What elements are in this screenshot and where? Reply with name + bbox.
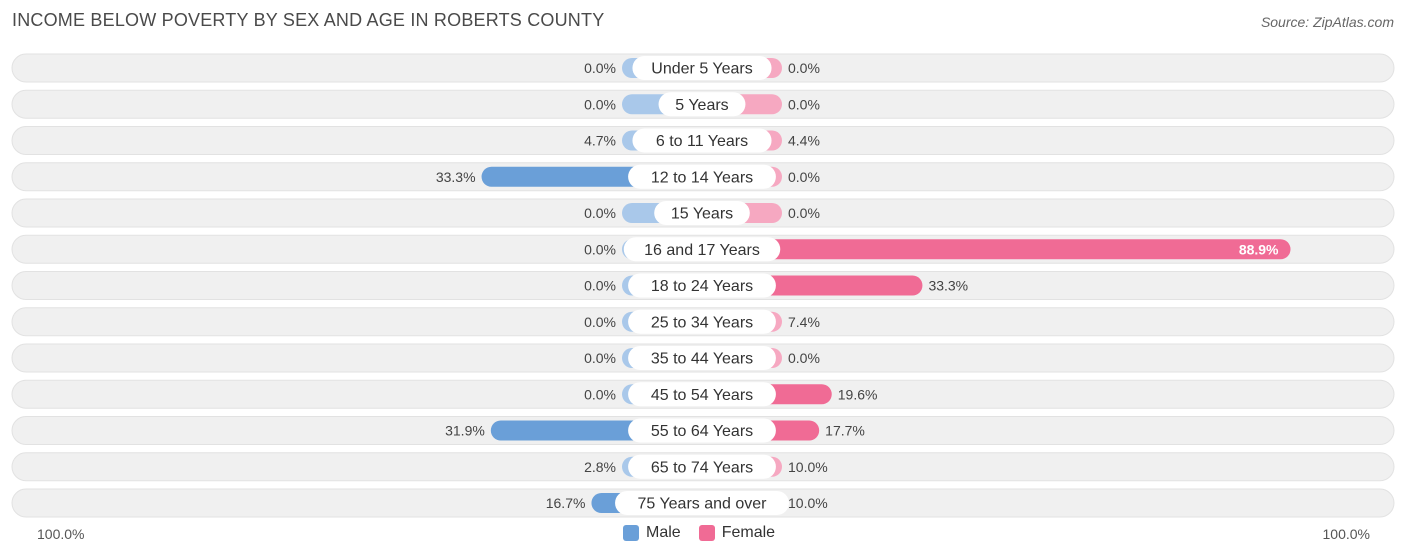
bar-row: 31.9% 17.7% 55 to 64 Years <box>11 416 1395 445</box>
category-pill <box>628 164 776 189</box>
female-bar <box>702 239 1291 260</box>
male-value-label: 0.0% <box>584 241 616 257</box>
axis-left-label: 100.0% <box>37 526 85 542</box>
category-label: 55 to 64 Years <box>651 423 753 440</box>
bar-row: 2.8% 10.0% 65 to 74 Years <box>11 452 1395 482</box>
female-value-label: 0.0% <box>788 350 820 366</box>
category-label: 25 to 34 Years <box>651 314 753 331</box>
female-value-label: 33.3% <box>928 278 968 294</box>
female-value-label: 0.0% <box>788 169 820 185</box>
chart-area: 0.0% 0.0% Under 5 Years 0.0% 0.0% 5 Years 4.7%… <box>11 53 1395 518</box>
category-label: 18 to 24 Years <box>651 278 753 295</box>
female-value-label: 4.4% <box>788 133 820 149</box>
legend: Male Female <box>623 524 785 542</box>
bar-row: 0.0% 0.0% 35 to 44 Years <box>11 343 1395 373</box>
male-value-label: 0.0% <box>584 96 616 112</box>
category-pill <box>632 128 772 153</box>
category-pill <box>623 237 781 262</box>
category-pill <box>628 309 776 334</box>
legend-female: Female <box>698 524 776 542</box>
bar-row: 0.0% 0.0% Under 5 Years <box>11 53 1395 83</box>
category-label: 15 Years <box>671 206 733 223</box>
female-value-label: 7.4% <box>788 314 820 330</box>
category-label: 45 to 54 Years <box>651 387 753 404</box>
female-value-label: 17.7% <box>825 423 865 439</box>
female-value-label: 88.9% <box>1239 241 1279 257</box>
category-pill <box>628 273 776 298</box>
male-value-label: 31.9% <box>445 423 485 439</box>
source-label: Source: ZipAtlas.com <box>1260 14 1394 30</box>
legend-male: Male <box>623 524 681 542</box>
male-value-label: 0.0% <box>584 205 616 221</box>
bar-row: 0.0% 0.0% 15 Years <box>11 198 1395 228</box>
category-pill <box>628 346 776 370</box>
legend-female-swatch <box>698 525 715 541</box>
female-value-label: 0.0% <box>788 96 820 112</box>
male-value-label: 4.7% <box>584 133 616 149</box>
female-value-label: 19.6% <box>838 386 878 402</box>
legend-female-label: Female <box>721 524 776 541</box>
legend-male-swatch <box>623 525 639 541</box>
category-label: Under 5 Years <box>651 61 752 78</box>
male-value-label: 0.0% <box>584 278 616 294</box>
axis-right-label: 100.0% <box>1322 526 1370 542</box>
bar-row: 16.7% 10.0% 75 Years and over <box>11 488 1395 518</box>
female-value-label: 10.0% <box>788 459 828 475</box>
bar-row: 0.0% 88.9% 16 and 17 Years <box>11 234 1395 264</box>
category-pill <box>658 92 746 117</box>
chart-title: INCOME BELOW POVERTY BY SEX AND AGE IN R… <box>12 10 605 30</box>
bar-row: 0.0% 7.4% 25 to 34 Years <box>11 307 1395 337</box>
bar-row: 0.0% 0.0% 5 Years <box>11 89 1395 119</box>
category-label: 35 to 44 Years <box>651 351 753 368</box>
category-pill <box>615 491 789 515</box>
male-value-label: 0.0% <box>584 314 616 330</box>
category-label: 12 to 14 Years <box>651 169 753 186</box>
male-value-label: 2.8% <box>584 459 616 475</box>
category-pill <box>628 382 776 407</box>
female-value-label: 0.0% <box>788 205 820 221</box>
male-value-label: 33.3% <box>436 169 476 185</box>
bar-row: 0.0% 19.6% 45 to 54 Years <box>11 379 1395 409</box>
bar-row: 0.0% 33.3% 18 to 24 Years <box>11 271 1395 300</box>
male-value-label: 16.7% <box>546 495 586 511</box>
category-pill <box>654 201 750 225</box>
category-label: 16 and 17 Years <box>644 242 760 259</box>
category-pill <box>628 418 776 443</box>
female-value-label: 0.0% <box>788 60 820 76</box>
male-value-label: 0.0% <box>584 350 616 366</box>
bar-row: 33.3% 0.0% 12 to 14 Years <box>11 162 1395 192</box>
category-label: 5 Years <box>675 97 728 114</box>
female-value-label: 10.0% <box>788 495 828 511</box>
legend-male-label: Male <box>646 524 681 541</box>
category-pill <box>628 454 776 479</box>
bar-row: 4.7% 4.4% 6 to 11 Years <box>11 126 1395 155</box>
category-label: 75 Years and over <box>638 496 768 513</box>
category-label: 65 to 74 Years <box>651 459 753 476</box>
male-value-label: 0.0% <box>584 386 616 402</box>
male-value-label: 0.0% <box>584 60 616 76</box>
category-label: 6 to 11 Years <box>656 133 748 150</box>
category-pill <box>632 56 772 80</box>
